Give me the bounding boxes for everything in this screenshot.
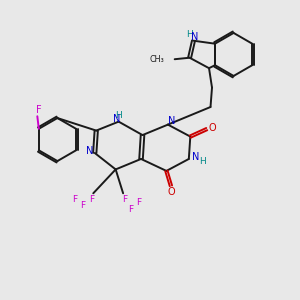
Text: N: N bbox=[191, 32, 199, 42]
Text: F: F bbox=[128, 205, 133, 214]
Text: F: F bbox=[122, 195, 127, 204]
Text: O: O bbox=[208, 123, 216, 133]
Text: F: F bbox=[72, 195, 77, 204]
Text: H: H bbox=[200, 158, 206, 166]
Text: CH₃: CH₃ bbox=[149, 55, 164, 64]
Text: F: F bbox=[80, 201, 86, 210]
Text: H: H bbox=[186, 30, 193, 39]
Text: H: H bbox=[115, 111, 122, 120]
Text: N: N bbox=[192, 152, 199, 163]
Text: N: N bbox=[86, 146, 93, 157]
Text: N: N bbox=[113, 114, 121, 124]
Text: F: F bbox=[136, 198, 141, 207]
Text: F: F bbox=[89, 195, 94, 204]
Text: O: O bbox=[167, 187, 175, 197]
Text: N: N bbox=[168, 116, 176, 126]
Text: F: F bbox=[36, 105, 42, 115]
